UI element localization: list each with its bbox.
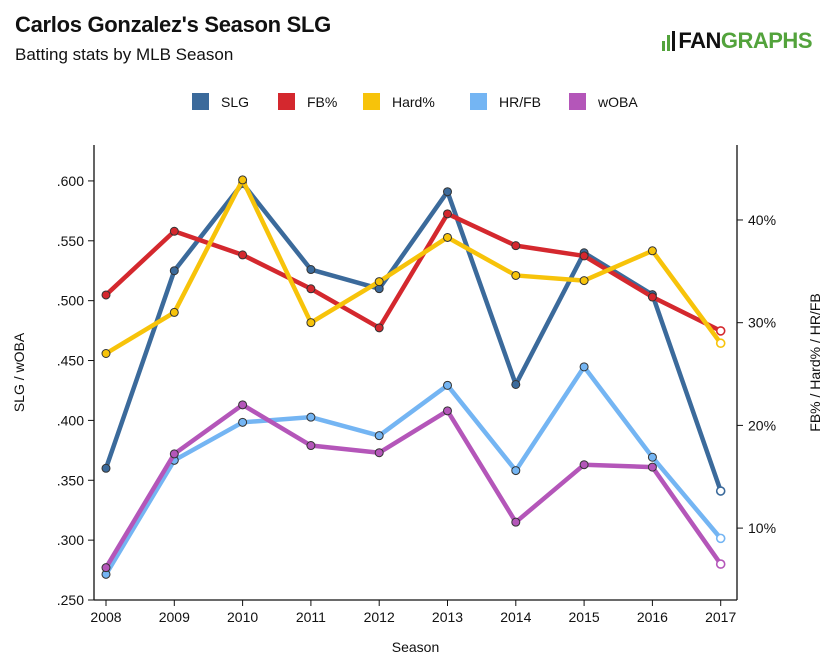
legend-label: wOBA bbox=[597, 94, 638, 110]
data-point-hrfb bbox=[579, 362, 589, 372]
series-line-hard bbox=[103, 177, 723, 356]
legend-swatch-hrfb bbox=[470, 93, 487, 110]
data-point-fb bbox=[101, 290, 111, 300]
data-point-woba bbox=[579, 460, 589, 470]
legend-label: FB% bbox=[307, 94, 337, 110]
data-point-woba bbox=[169, 449, 179, 459]
fangraphs-logo: FAN GRAPHS bbox=[662, 28, 813, 54]
data-point-woba bbox=[101, 563, 111, 573]
data-point-woba bbox=[306, 441, 316, 451]
data-point-slg bbox=[306, 265, 316, 275]
chart-legend: SLG FB% Hard% HR/FB wOBA bbox=[192, 93, 638, 110]
chart-subtitle: Batting stats by MLB Season bbox=[15, 45, 234, 64]
x-tick-label: 2011 bbox=[296, 609, 326, 625]
x-tick-label: 2013 bbox=[432, 609, 463, 625]
data-point-hrfb bbox=[647, 452, 657, 462]
series-line-fb bbox=[103, 211, 723, 334]
x-tick-label: 2010 bbox=[227, 609, 258, 625]
right-tick-label: 40% bbox=[748, 212, 776, 228]
left-tick-label: .550 bbox=[57, 233, 84, 249]
x-tick-label: 2008 bbox=[90, 609, 121, 625]
left-tick-label: .400 bbox=[57, 412, 84, 428]
legend-swatch-fb bbox=[278, 93, 295, 110]
legend-label: SLG bbox=[221, 94, 249, 110]
left-tick-label: .250 bbox=[57, 592, 84, 608]
right-tick-label: 10% bbox=[748, 520, 776, 536]
data-point-hard bbox=[169, 307, 179, 317]
series-line-woba bbox=[103, 402, 723, 570]
data-point-woba bbox=[511, 517, 521, 527]
data-point-fb bbox=[306, 284, 316, 294]
data-point-woba bbox=[647, 462, 657, 472]
data-point-fb bbox=[169, 226, 179, 236]
x-tick-label: 2014 bbox=[500, 609, 531, 625]
data-point-slg bbox=[715, 486, 726, 496]
data-point-slg bbox=[443, 187, 452, 197]
data-point-hrfb bbox=[715, 533, 726, 544]
data-point-hard bbox=[238, 175, 248, 185]
data-point-hrfb bbox=[238, 417, 248, 427]
data-point-hard bbox=[715, 338, 726, 349]
right-tick-label: 30% bbox=[748, 315, 776, 331]
chart-series bbox=[101, 175, 726, 579]
left-tick-label: .600 bbox=[57, 173, 84, 189]
legend-swatch-slg bbox=[192, 93, 209, 110]
x-tick-label: 2009 bbox=[159, 609, 190, 625]
chart-title: Carlos Gonzalez's Season SLG bbox=[15, 12, 331, 37]
data-point-hrfb bbox=[306, 412, 316, 422]
data-point-woba bbox=[374, 448, 384, 458]
data-point-hard bbox=[579, 276, 589, 286]
logo-bars-icon bbox=[662, 31, 676, 51]
data-point-hard bbox=[443, 232, 452, 242]
data-point-fb bbox=[579, 251, 589, 261]
left-axis-label: SLG / wOBA bbox=[11, 332, 27, 412]
right-tick-label: 20% bbox=[748, 417, 776, 433]
x-axis-label: Season bbox=[392, 639, 439, 655]
data-point-hard bbox=[101, 348, 111, 358]
x-tick-label: 2015 bbox=[569, 609, 600, 625]
x-tick-label: 2016 bbox=[637, 609, 668, 625]
data-point-slg bbox=[169, 266, 179, 276]
data-point-hard bbox=[511, 270, 521, 280]
data-point-hrfb bbox=[374, 431, 384, 441]
data-point-fb bbox=[715, 326, 726, 336]
data-point-woba bbox=[443, 406, 452, 416]
series-line-hrfb bbox=[103, 364, 723, 577]
data-point-slg bbox=[511, 379, 521, 389]
data-point-fb bbox=[647, 292, 657, 302]
legend-swatch-woba bbox=[569, 93, 586, 110]
data-point-fb bbox=[374, 323, 384, 333]
data-point-fb bbox=[511, 241, 521, 251]
data-point-woba bbox=[238, 400, 248, 410]
data-point-hrfb bbox=[511, 466, 521, 476]
data-point-hrfb bbox=[443, 380, 452, 390]
legend-label: HR/FB bbox=[499, 94, 541, 110]
left-tick-label: .300 bbox=[57, 532, 84, 548]
data-point-fb bbox=[443, 209, 452, 219]
brand-graphs-text: GRAPHS bbox=[720, 28, 813, 53]
right-axis-label: FB% / Hard% / HR/FB bbox=[807, 293, 823, 431]
data-point-fb bbox=[238, 250, 248, 260]
series-line-slg bbox=[103, 181, 723, 494]
data-point-hard bbox=[647, 246, 657, 256]
legend-swatch-hard bbox=[363, 93, 380, 110]
left-tick-label: .350 bbox=[57, 472, 84, 488]
data-point-woba bbox=[715, 559, 726, 569]
x-tick-label: 2017 bbox=[705, 609, 736, 625]
left-tick-label: .450 bbox=[57, 353, 84, 369]
chart-axes: .250 .300 .350 .400 .450 .500 .550 .600 10% 20% 30… bbox=[11, 145, 823, 655]
data-point-slg bbox=[101, 463, 111, 473]
left-tick-label: .500 bbox=[57, 293, 84, 309]
brand-fan-text: FAN bbox=[678, 28, 721, 53]
legend-label: Hard% bbox=[392, 94, 435, 110]
data-point-hard bbox=[374, 277, 384, 287]
x-tick-label: 2012 bbox=[364, 609, 395, 625]
data-point-hard bbox=[306, 318, 316, 328]
